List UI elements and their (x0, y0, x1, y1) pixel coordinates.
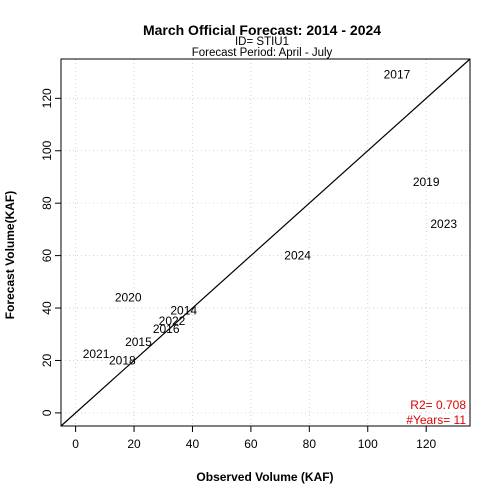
x-tick-label: 60 (244, 437, 258, 451)
point-label-2015: 2015 (125, 335, 152, 349)
x-tick-label: 100 (358, 437, 378, 451)
y-axis-label: Forecast Volume(KAF) (3, 191, 17, 319)
point-label-2016: 2016 (153, 322, 180, 336)
point-label-2018: 2018 (109, 353, 136, 367)
plot-frame (60, 58, 471, 427)
grid-lines (61, 59, 470, 426)
x-axis-label: Observed Volume (KAF) (196, 470, 333, 484)
point-label-2021: 2021 (83, 347, 110, 361)
y-tick-label: 40 (40, 301, 54, 315)
years-stat: #Years= 11 (406, 413, 466, 427)
y-axis-ticks: 0 20 40 60 80 100 120 (40, 88, 61, 416)
chart-title: March Official Forecast: 2014 - 2024 (143, 22, 381, 38)
one-to-one-line (60, 58, 471, 427)
y-tick-label: 80 (40, 196, 54, 210)
point-label-2022: 2022 (159, 314, 186, 328)
x-tick-label: 120 (416, 437, 436, 451)
chart-subtitle-id: ID= STIU1 (235, 36, 289, 48)
x-tick-label: 80 (303, 437, 317, 451)
x-tick-label: 40 (186, 437, 200, 451)
point-label-2023: 2023 (430, 217, 457, 231)
point-label-2019: 2019 (413, 175, 440, 189)
x-axis-ticks: 0 20 40 60 80 100 120 (72, 426, 437, 451)
point-label-2020: 2020 (115, 291, 142, 305)
one-to-one-line-group (60, 58, 471, 427)
y-tick-label: 60 (40, 249, 54, 263)
point-label-2017: 2017 (384, 68, 411, 82)
x-tick-label: 0 (72, 437, 79, 451)
point-label-2024: 2024 (284, 249, 311, 263)
chart-subtitle-period: Forecast Period: April - July (192, 47, 333, 59)
point-label-2014: 2014 (170, 304, 197, 318)
y-tick-label: 120 (40, 88, 54, 108)
y-tick-label: 100 (40, 140, 54, 160)
x-tick-label: 20 (127, 437, 141, 451)
r2-stat: R2= 0.708 (410, 398, 466, 412)
y-tick-label: 0 (40, 409, 54, 416)
y-tick-label: 20 (40, 353, 54, 367)
